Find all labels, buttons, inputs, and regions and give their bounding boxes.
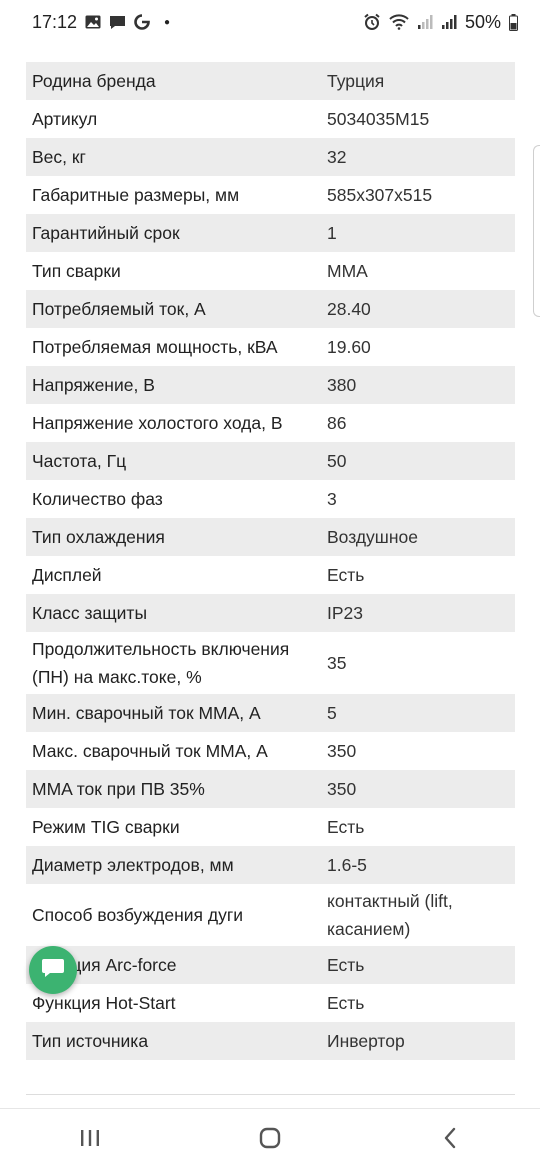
- message-icon: [109, 15, 126, 30]
- signal-icon: [441, 14, 457, 30]
- divider: [26, 1094, 515, 1095]
- spec-value: 86: [327, 413, 347, 433]
- spec-value: 5034035M15: [327, 109, 430, 129]
- battery-percent: 50%: [464, 11, 501, 32]
- chat-button[interactable]: [29, 946, 77, 994]
- table-row: Функция Arc-force Есть: [26, 946, 515, 984]
- spec-value: 35: [327, 653, 347, 673]
- table-row: Родина бренда Турция: [26, 62, 515, 100]
- table-row: Количество фаз 3: [26, 480, 515, 518]
- spec-value: Турция: [327, 71, 385, 91]
- table-row: Напряжение холостого хода, В 86: [26, 404, 515, 442]
- spec-label: Диаметр электродов, мм: [32, 855, 234, 875]
- table-row: Гарантийный срок 1: [26, 214, 515, 252]
- alarm-icon: [363, 13, 381, 31]
- spec-label: Класс защиты: [32, 603, 148, 623]
- table-row: Дисплей Есть: [26, 556, 515, 594]
- table-row: Способ возбуждения дуги контактный (lift,…: [26, 884, 515, 946]
- spec-value: 1: [327, 223, 337, 243]
- table-row: Тип источника Инвертор: [26, 1022, 515, 1060]
- spec-label: MMA ток при ПВ 35%: [32, 779, 205, 799]
- table-row: Частота, Гц 50: [26, 442, 515, 480]
- signal-icon: [417, 14, 433, 30]
- table-row: Макс. сварочный ток MMA, А 350: [26, 732, 515, 770]
- spec-label: Тип сварки: [32, 261, 121, 281]
- spec-value: 350: [327, 779, 357, 799]
- spec-label: Габаритные размеры, мм: [32, 185, 240, 205]
- table-row: Вес, кг 32: [26, 138, 515, 176]
- spec-value: 5: [327, 703, 337, 723]
- spec-value: контактный (lift, касанием): [327, 891, 453, 939]
- spec-value: 350: [327, 741, 357, 761]
- table-row: Потребляемая мощность, кВА 19.60: [26, 328, 515, 366]
- table-row: Артикул 5034035M15: [26, 100, 515, 138]
- table-row: Функция Hot-Start Есть: [26, 984, 515, 1022]
- spec-label: Артикул: [32, 109, 98, 129]
- spec-label: Напряжение холостого хода, В: [32, 413, 283, 433]
- table-row: Продолжительность включения (ПН) на макс…: [26, 632, 515, 694]
- spec-value: Есть: [327, 565, 365, 585]
- table-row: Режим TIG сварки Есть: [26, 808, 515, 846]
- spec-value: 3: [327, 489, 337, 509]
- spec-label: Вес, кг: [32, 147, 86, 167]
- spec-value: Есть: [327, 817, 365, 837]
- spec-value: 50: [327, 451, 347, 471]
- spec-value: Есть: [327, 955, 365, 975]
- scroll-indicator[interactable]: [533, 145, 540, 317]
- spec-label: Тип источника: [32, 1031, 149, 1051]
- spec-value: Есть: [327, 993, 365, 1013]
- google-icon: [134, 14, 150, 30]
- spec-label: Напряжение, В: [32, 375, 155, 395]
- spec-value: 585x307x515: [327, 185, 433, 205]
- spec-label: Режим TIG сварки: [32, 817, 180, 837]
- spec-value: 28.40: [327, 299, 371, 319]
- home-icon: [258, 1126, 282, 1155]
- status-bar: 17:12 ● 50%: [0, 0, 540, 44]
- spec-label: Функция Hot-Start: [32, 993, 176, 1013]
- spec-label: Количество фаз: [32, 489, 163, 509]
- recent-apps-icon: [79, 1128, 101, 1153]
- table-row: MMA ток при ПВ 35% 350: [26, 770, 515, 808]
- wifi-icon: [389, 14, 409, 30]
- spec-label: Макс. сварочный ток MMA, А: [32, 741, 268, 761]
- spec-table: Родина бренда Турция Артикул 5034035M15 Ве…: [26, 62, 515, 1060]
- table-row: Класс защиты IP23: [26, 594, 515, 632]
- spec-value: 19.60: [327, 337, 371, 357]
- back-icon: [442, 1126, 458, 1155]
- spec-label: Частота, Гц: [32, 451, 127, 471]
- spec-value: Инвертор: [327, 1031, 405, 1051]
- spec-label: Родина бренда: [32, 71, 156, 91]
- navigation-bar: [0, 1108, 540, 1171]
- spec-label: Тип охлаждения: [32, 527, 165, 547]
- chat-bubble-icon: [41, 957, 65, 984]
- table-row: Напряжение, В 380: [26, 366, 515, 404]
- spec-label: Потребляемая мощность, кВА: [32, 337, 278, 357]
- spec-label: Дисплей: [32, 565, 102, 585]
- table-row: Тип охлаждения Воздушное: [26, 518, 515, 556]
- spec-label: Потребляемый ток, А: [32, 299, 206, 319]
- table-row: Мин. сварочный ток MMA, А 5: [26, 694, 515, 732]
- spec-label: Мин. сварочный ток MMA, А: [32, 703, 261, 723]
- spec-value: 32: [327, 147, 347, 167]
- spec-value: 380: [327, 375, 357, 395]
- gallery-icon: [85, 15, 101, 29]
- recent-apps-button[interactable]: [60, 1120, 120, 1160]
- battery-icon: [509, 13, 518, 31]
- spec-value: 1.6-5: [327, 855, 367, 875]
- back-button[interactable]: [420, 1120, 480, 1160]
- home-button[interactable]: [240, 1120, 300, 1160]
- spec-label: Гарантийный срок: [32, 223, 180, 243]
- spec-value: MMA: [327, 261, 368, 281]
- spec-value: IP23: [327, 603, 363, 623]
- table-row: Диаметр электродов, мм 1.6-5: [26, 846, 515, 884]
- table-row: Тип сварки MMA: [26, 252, 515, 290]
- spec-value: Воздушное: [327, 527, 418, 547]
- spec-label: Способ возбуждения дуги: [32, 905, 244, 925]
- spec-label: Продолжительность включения (ПН) на макс…: [32, 639, 290, 687]
- table-row: Габаритные размеры, мм 585x307x515: [26, 176, 515, 214]
- dot-icon: ●: [164, 16, 171, 28]
- status-time: 17:12: [32, 11, 78, 32]
- table-row: Потребляемый ток, А 28.40: [26, 290, 515, 328]
